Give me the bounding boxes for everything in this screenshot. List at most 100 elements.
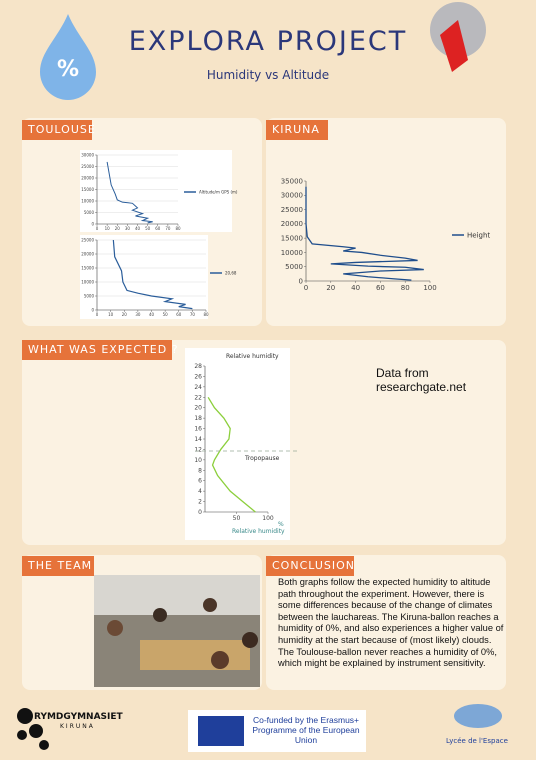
x-tick-label: 70 (190, 312, 196, 317)
eu-text: Co-funded by the Erasmus+ Programme of t… (252, 715, 360, 745)
x-tick-label: 40 (351, 284, 360, 292)
legend-label: Height (467, 231, 490, 239)
y-tick-label: 26 (194, 373, 202, 380)
x-tick-label: 60 (376, 284, 385, 292)
y-tick-label: 10000 (81, 198, 94, 203)
y-tick-label: 6 (198, 478, 202, 485)
y-tick-label: 14 (194, 436, 202, 443)
y-tick-label: 35000 (281, 177, 303, 185)
y-tick-label: 22 (194, 394, 202, 401)
data-line (112, 239, 193, 310)
x-tick-label: 30 (125, 226, 131, 231)
annotation: Tropopause (244, 455, 280, 462)
panel (266, 555, 506, 690)
heading: KIRUNA (272, 123, 320, 136)
title: EXPLORA PROJECT (128, 26, 408, 57)
photo-person (107, 620, 123, 636)
badge (22, 556, 94, 576)
y-tick-label: 25000 (281, 206, 303, 214)
heading: THE TEAM (28, 559, 93, 572)
data-line (207, 396, 256, 513)
photo-wall (94, 575, 260, 615)
heading: WHAT WAS EXPECTED ? (28, 343, 179, 356)
y-tick-label: 25000 (81, 237, 94, 242)
badge (266, 556, 354, 576)
chart-bg (80, 150, 232, 232)
y-tick-label: 30000 (81, 152, 94, 157)
x-tick-label: 100 (262, 515, 274, 522)
chart-bg (185, 348, 290, 540)
x-tick-label: 50 (233, 515, 241, 522)
y-tick-label: 8 (198, 467, 202, 474)
x-tick-label: 10 (105, 226, 111, 231)
y-tick-label: 24 (194, 384, 202, 391)
logo-dot (29, 724, 43, 738)
x-tick-label: 10 (108, 312, 114, 317)
lycee-name: Lycée de l'Espace (446, 737, 508, 745)
y-tick-label: 15000 (81, 265, 94, 270)
y-tick-label: 20000 (81, 251, 94, 256)
data-line (305, 186, 424, 281)
source-note: Data from researchgate.net (376, 366, 467, 394)
x-tick-label: 0 (96, 226, 99, 231)
x-tick-label: 80 (203, 312, 209, 317)
y-tick-label: 10000 (281, 249, 303, 257)
y-tick-label: 20000 (81, 175, 94, 180)
drop-icon (40, 14, 96, 100)
percent-icon: % (57, 57, 79, 82)
y-tick-label: 12 (194, 446, 202, 453)
badge (266, 120, 328, 140)
photo-person (203, 598, 217, 612)
school-town: KIRUNA (60, 723, 95, 730)
y-tick-label: 0 (91, 221, 94, 226)
x-tick-label: 0 (96, 312, 99, 317)
x-tick-label: 20 (326, 284, 335, 292)
heading: TOULOUSE (28, 123, 96, 136)
chart-bg (80, 235, 208, 319)
y-tick-label: 4 (198, 488, 202, 495)
y-tick-label: 0 (299, 277, 303, 285)
y-tick-label: 5000 (84, 293, 95, 298)
x-tick-label: 20 (115, 226, 121, 231)
logo-dot (17, 708, 33, 724)
subtitle: Humidity vs Altitude (206, 68, 330, 82)
legend-label: 20,68 (225, 270, 237, 275)
school-name: RYMDGYMNASIET (34, 712, 123, 722)
x-tick-label: 40 (135, 226, 141, 231)
x-tick-label: 60 (155, 226, 161, 231)
y-tick-label: 0 (91, 307, 94, 312)
y-tick-label: 0 (198, 509, 202, 516)
axis-unit: % (278, 521, 284, 528)
badge (22, 120, 92, 140)
data-line (106, 161, 153, 224)
badge (22, 340, 172, 360)
x-tick-label: 80 (401, 284, 410, 292)
x-tick-label: 20 (122, 312, 128, 317)
parachute-icon (440, 20, 468, 72)
y-tick-label: 16 (194, 426, 202, 433)
x-tick-label: 50 (145, 226, 151, 231)
x-tick-label: 70 (165, 226, 171, 231)
photo-person (211, 651, 229, 669)
y-tick-label: 30000 (281, 192, 303, 200)
x-tick-label: 0 (304, 284, 308, 292)
heading: CONCLUSION (272, 559, 355, 572)
y-tick-label: 5000 (285, 263, 303, 271)
axis-title: Relative humidity (226, 353, 279, 360)
x-tick-label: 80 (175, 226, 181, 231)
conclusion-text: Both graphs follow the expected humidity… (278, 577, 504, 669)
y-tick-label: 20 (194, 405, 202, 412)
y-tick-label: 5000 (84, 210, 95, 215)
panel (266, 118, 506, 326)
x-tick-label: 40 (149, 312, 155, 317)
x-tick-label: 60 (176, 312, 182, 317)
y-tick-label: 20000 (281, 220, 303, 228)
x-tick-label: 50 (163, 312, 169, 317)
y-tick-label: 10 (194, 457, 202, 464)
y-tick-label: 2 (198, 499, 202, 506)
y-tick-label: 15000 (281, 234, 303, 242)
photo-table (140, 640, 250, 670)
y-tick-label: 18 (194, 415, 202, 422)
